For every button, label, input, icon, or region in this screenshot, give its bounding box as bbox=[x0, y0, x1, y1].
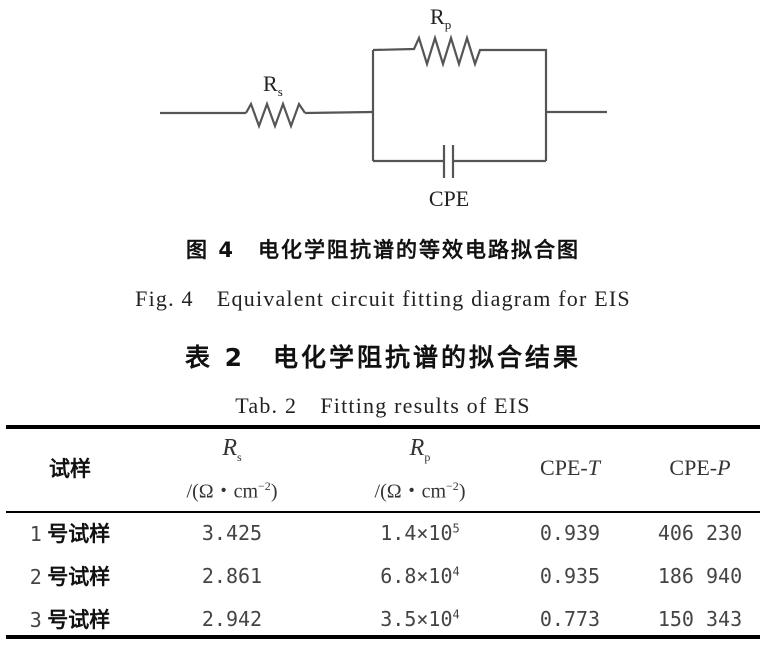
sample-name: 3 号试样 bbox=[29, 608, 111, 632]
cpe-t-value: 0.773 bbox=[539, 607, 601, 631]
wire-to-parallel bbox=[304, 110, 374, 115]
table-bottom-rule bbox=[6, 635, 760, 639]
rp-label: Rp bbox=[430, 4, 451, 32]
rs-value: 3.425 bbox=[201, 521, 263, 545]
figure-caption-cn: 图 4 电化学阻抗谱的等效电路拟合图 bbox=[186, 238, 580, 262]
rs-value: 2.861 bbox=[201, 564, 263, 588]
cpe-t-value: 0.939 bbox=[539, 521, 601, 545]
cpe-p-value: 150 343 bbox=[657, 607, 743, 631]
table-title-en: Tab. 2 Fitting results of EIS bbox=[235, 393, 531, 418]
header-cpe-t: CPE-T bbox=[540, 455, 600, 480]
header-rp: Rp bbox=[409, 435, 431, 464]
header-cpe-p: CPE-P bbox=[669, 455, 731, 480]
sample-name: 1 号试样 bbox=[29, 522, 111, 546]
figure-caption-en: Fig. 4 Equivalent circuit fitting diagra… bbox=[135, 286, 631, 311]
header-rs: Rs bbox=[222, 435, 242, 464]
table-title-cn: 表 2 电化学阻抗谱的拟合结果 bbox=[184, 343, 582, 372]
table-header-rule bbox=[6, 511, 760, 513]
table-top-rule bbox=[6, 425, 760, 429]
rp-value: 3.5×104 bbox=[380, 607, 460, 631]
cpe-plates bbox=[442, 145, 455, 178]
header-rs-unit: /(Ω・cm−2) bbox=[186, 478, 278, 503]
rs-resistor bbox=[245, 100, 306, 130]
sample-name: 2 号试样 bbox=[29, 565, 111, 589]
header-sample: 试样 bbox=[49, 457, 91, 481]
cpe-label: CPE bbox=[429, 186, 469, 211]
rp-value: 1.4×105 bbox=[380, 521, 460, 545]
rp-value: 6.8×104 bbox=[380, 564, 460, 588]
rs-label: Rs bbox=[263, 71, 283, 99]
cpe-p-value: 186 940 bbox=[657, 564, 743, 588]
equivalent-circuit-diagram: Rs Rp CPE bbox=[160, 4, 607, 211]
rp-branch bbox=[372, 34, 548, 161]
rs-value: 2.942 bbox=[201, 607, 263, 631]
cpe-t-value: 0.935 bbox=[539, 564, 601, 588]
cpe-p-value: 406 230 bbox=[657, 521, 743, 545]
header-rp-unit: /(Ω・cm−2) bbox=[374, 478, 466, 503]
